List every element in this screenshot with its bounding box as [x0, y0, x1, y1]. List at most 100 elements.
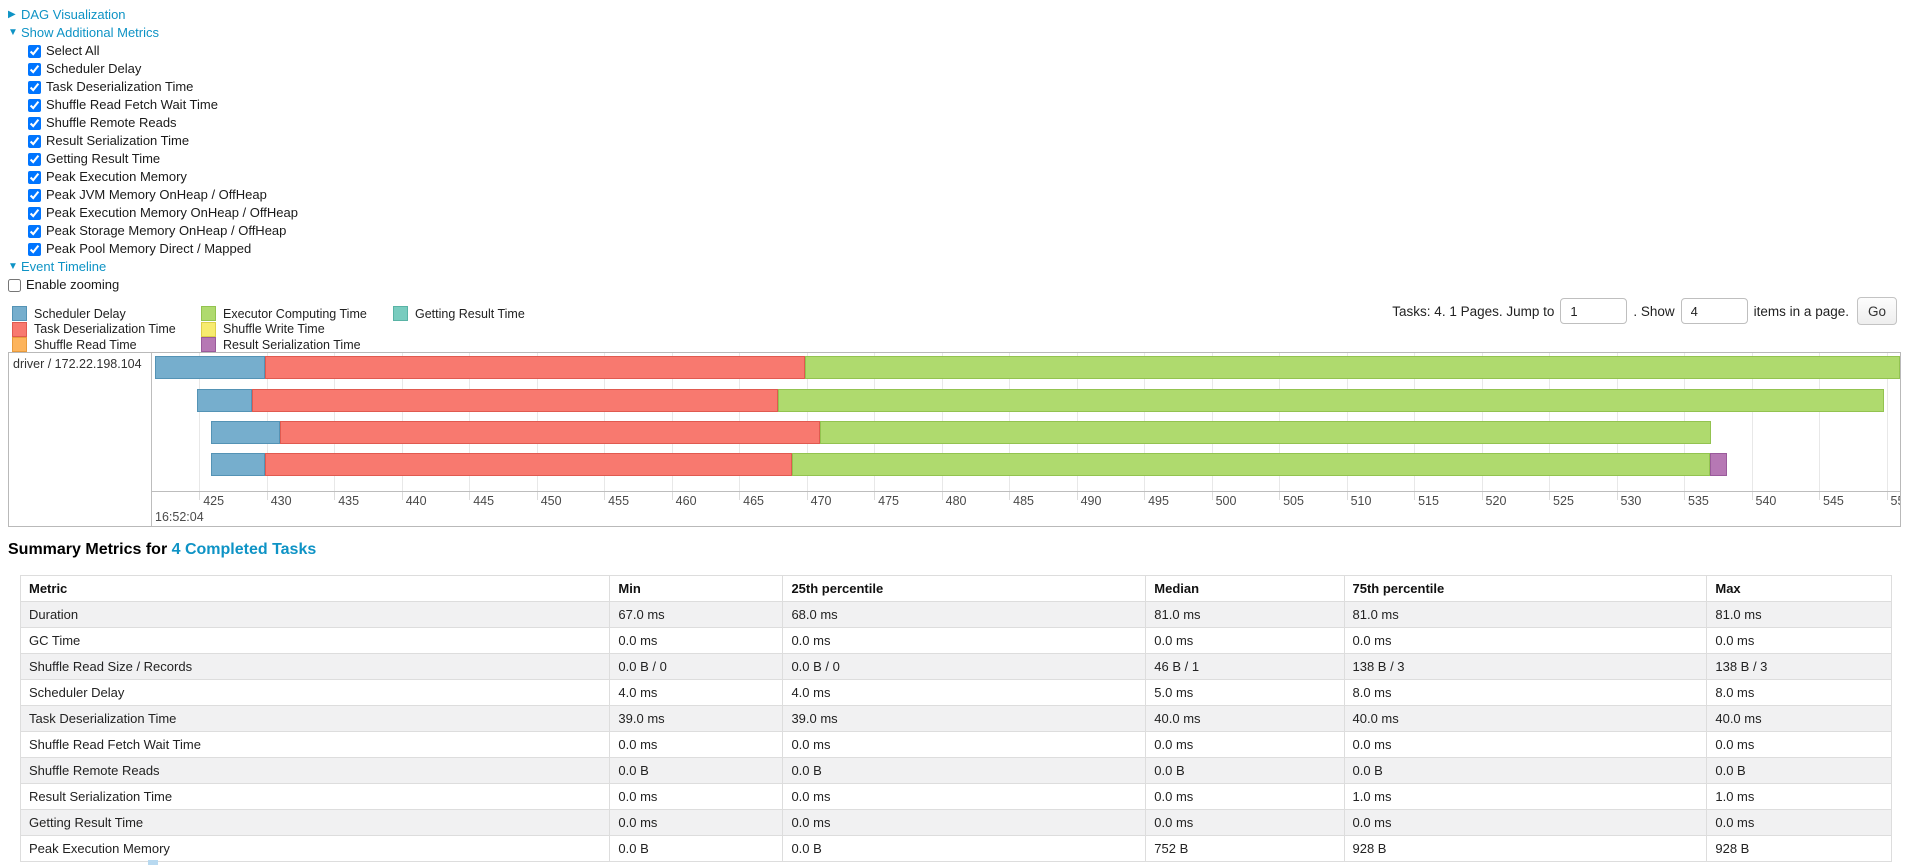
- go-button[interactable]: Go: [1856, 297, 1897, 325]
- event-timeline-toggle[interactable]: ▼ Event Timeline: [8, 258, 298, 276]
- task-bar-scheduler-delay[interactable]: [211, 421, 281, 444]
- tick-label: 435: [338, 494, 360, 508]
- metric-checkbox[interactable]: [28, 44, 41, 58]
- tick-mark: [1144, 492, 1146, 500]
- metric-value-cell: 40.0 ms: [1145, 705, 1345, 732]
- metric-checkbox-row: Peak Storage Memory OnHeap / OffHeap: [28, 222, 298, 240]
- task-bar-scheduler-delay[interactable]: [154, 356, 266, 379]
- metric-value-cell: 0.0 B: [1343, 757, 1708, 784]
- time-axis-line: [152, 491, 1900, 492]
- tick-label: 490: [1080, 494, 1102, 508]
- metric-value-cell: 81.0 ms: [1343, 601, 1708, 628]
- metric-checkbox[interactable]: [28, 170, 41, 184]
- show-additional-metrics-link[interactable]: Show Additional Metrics: [21, 25, 160, 40]
- metric-checkbox-row: Result Serialization Time: [28, 132, 298, 150]
- tick-mark: [536, 492, 538, 500]
- jump-to-page-input[interactable]: [1560, 298, 1628, 324]
- metric-checkbox[interactable]: [28, 80, 41, 94]
- pagination-show-text: . Show: [1633, 303, 1675, 319]
- task-bar-scheduler-delay[interactable]: [196, 389, 252, 412]
- summary-column-header: Min: [609, 575, 784, 602]
- metric-checkbox[interactable]: [28, 188, 41, 202]
- tick-mark: [941, 492, 943, 500]
- task-bar-executor-computing[interactable]: [778, 389, 1884, 412]
- executor-row-label: driver / 172.22.198.104: [13, 357, 142, 371]
- task-bar-task-deserialization[interactable]: [280, 421, 821, 444]
- summary-heading-text: Summary Metrics for: [8, 541, 172, 558]
- items-per-page-input[interactable]: [1680, 298, 1748, 324]
- executor-label-cell: driver / 172.22.198.104: [9, 353, 152, 526]
- tick-label: 460: [675, 494, 697, 508]
- event-timeline-link[interactable]: Event Timeline: [21, 259, 107, 274]
- metric-checkbox[interactable]: [28, 98, 41, 112]
- metric-checkbox[interactable]: [28, 152, 41, 166]
- task-bar-result-serialization[interactable]: [1709, 453, 1728, 476]
- metric-checkbox[interactable]: [28, 242, 41, 256]
- tick-mark: [1414, 492, 1416, 500]
- task-bar-task-deserialization[interactable]: [265, 356, 806, 379]
- legend-column: Scheduler Delay Task Deserialization Time…: [12, 306, 176, 353]
- metric-value-cell: 81.0 ms: [1706, 601, 1892, 628]
- metric-checkbox-row: Getting Result Time: [28, 150, 298, 168]
- summary-metrics-table: Metric Min 25th percentile Median 75th perce…: [19, 575, 1892, 862]
- legend-column: Getting Result Time: [393, 306, 525, 322]
- task-bar-task-deserialization[interactable]: [251, 389, 779, 412]
- metric-name-cell: Shuffle Read Size / Records: [19, 653, 611, 680]
- tick-label: 470: [810, 494, 832, 508]
- tick-label: 485: [1013, 494, 1034, 508]
- metric-value-cell: 40.0 ms: [1706, 705, 1892, 732]
- metric-checkbox-label: Peak JVM Memory OnHeap / OffHeap: [46, 187, 267, 202]
- metric-value-cell: 0.0 ms: [1706, 627, 1892, 654]
- metric-value-cell: 0.0 ms: [609, 809, 784, 836]
- stage-controls: ▶ DAG Visualization ▼ Show Additional Me…: [8, 6, 298, 294]
- metric-value-cell: 40.0 ms: [1343, 705, 1708, 732]
- tick-label: 550: [1890, 494, 1901, 508]
- metric-checkbox-label: Scheduler Delay: [46, 61, 142, 76]
- shuffle-write-swatch-icon: [201, 321, 216, 337]
- legend-label: Executor Computing Time: [223, 306, 367, 321]
- scheduler-delay-swatch-icon: [12, 306, 27, 322]
- metric-checkbox[interactable]: [28, 224, 41, 238]
- task-bar-executor-computing[interactable]: [805, 356, 1900, 379]
- tick-label: 510: [1350, 494, 1372, 508]
- metric-value-cell: 8.0 ms: [1343, 679, 1708, 706]
- dag-visualization-toggle[interactable]: ▶ DAG Visualization: [8, 6, 298, 24]
- metric-value-cell: 138 B / 3: [1343, 653, 1708, 680]
- metric-value-cell: 0.0 ms: [1343, 809, 1708, 836]
- metric-value-cell: 8.0 ms: [1706, 679, 1892, 706]
- summary-table-row: Scheduler Delay 4.0 ms 4.0 ms 5.0 ms 8.0 ms 8…: [19, 679, 1892, 706]
- tick-label: 505: [1283, 494, 1304, 508]
- enable-zooming-checkbox[interactable]: [8, 278, 21, 292]
- metric-checkbox[interactable]: [28, 134, 41, 148]
- shuffle-read-swatch-icon: [12, 337, 27, 353]
- dag-visualization-link[interactable]: DAG Visualization: [21, 7, 126, 22]
- metric-checkbox[interactable]: [28, 62, 41, 76]
- metric-value-cell: 1.0 ms: [1343, 783, 1708, 810]
- metric-checkbox-label: Getting Result Time: [46, 151, 161, 166]
- tick-mark: [334, 492, 336, 500]
- executor-computing-swatch-icon: [201, 306, 216, 322]
- tick-label: 445: [473, 494, 495, 508]
- summary-table-row: Shuffle Remote Reads 0.0 B 0.0 B 0.0 B 0.0 B…: [19, 757, 1892, 784]
- result-serialization-swatch-icon: [201, 337, 216, 353]
- show-additional-metrics-toggle[interactable]: ▼ Show Additional Metrics: [8, 24, 298, 42]
- task-bar-task-deserialization[interactable]: [265, 453, 792, 476]
- task-bar-executor-computing[interactable]: [820, 421, 1711, 444]
- task-bar-executor-computing[interactable]: [791, 453, 1710, 476]
- completed-tasks-link[interactable]: 4 Completed Tasks: [171, 541, 317, 558]
- metric-checkbox-label: Peak Storage Memory OnHeap / OffHeap: [46, 223, 287, 238]
- legend-item: Task Deserialization Time: [12, 321, 176, 338]
- metric-name-cell: Result Serialization Time: [19, 783, 611, 810]
- metric-value-cell: 0.0 ms: [782, 627, 1147, 654]
- metric-value-cell: 0.0 ms: [1343, 627, 1708, 654]
- metric-value-cell: 0.0 ms: [782, 809, 1147, 836]
- task-bar-scheduler-delay[interactable]: [211, 453, 266, 476]
- metric-checkbox[interactable]: [28, 116, 41, 130]
- metric-checkbox[interactable]: [28, 206, 41, 220]
- summary-column-header: 75th percentile: [1343, 575, 1708, 602]
- metric-value-cell: 39.0 ms: [782, 705, 1147, 732]
- metric-checkbox-label: Shuffle Remote Reads: [46, 115, 177, 130]
- metric-name-cell: Getting Result Time: [19, 809, 611, 836]
- task-pagination: Tasks: 4. 1 Pages. Jump to . Show items …: [1392, 296, 1897, 326]
